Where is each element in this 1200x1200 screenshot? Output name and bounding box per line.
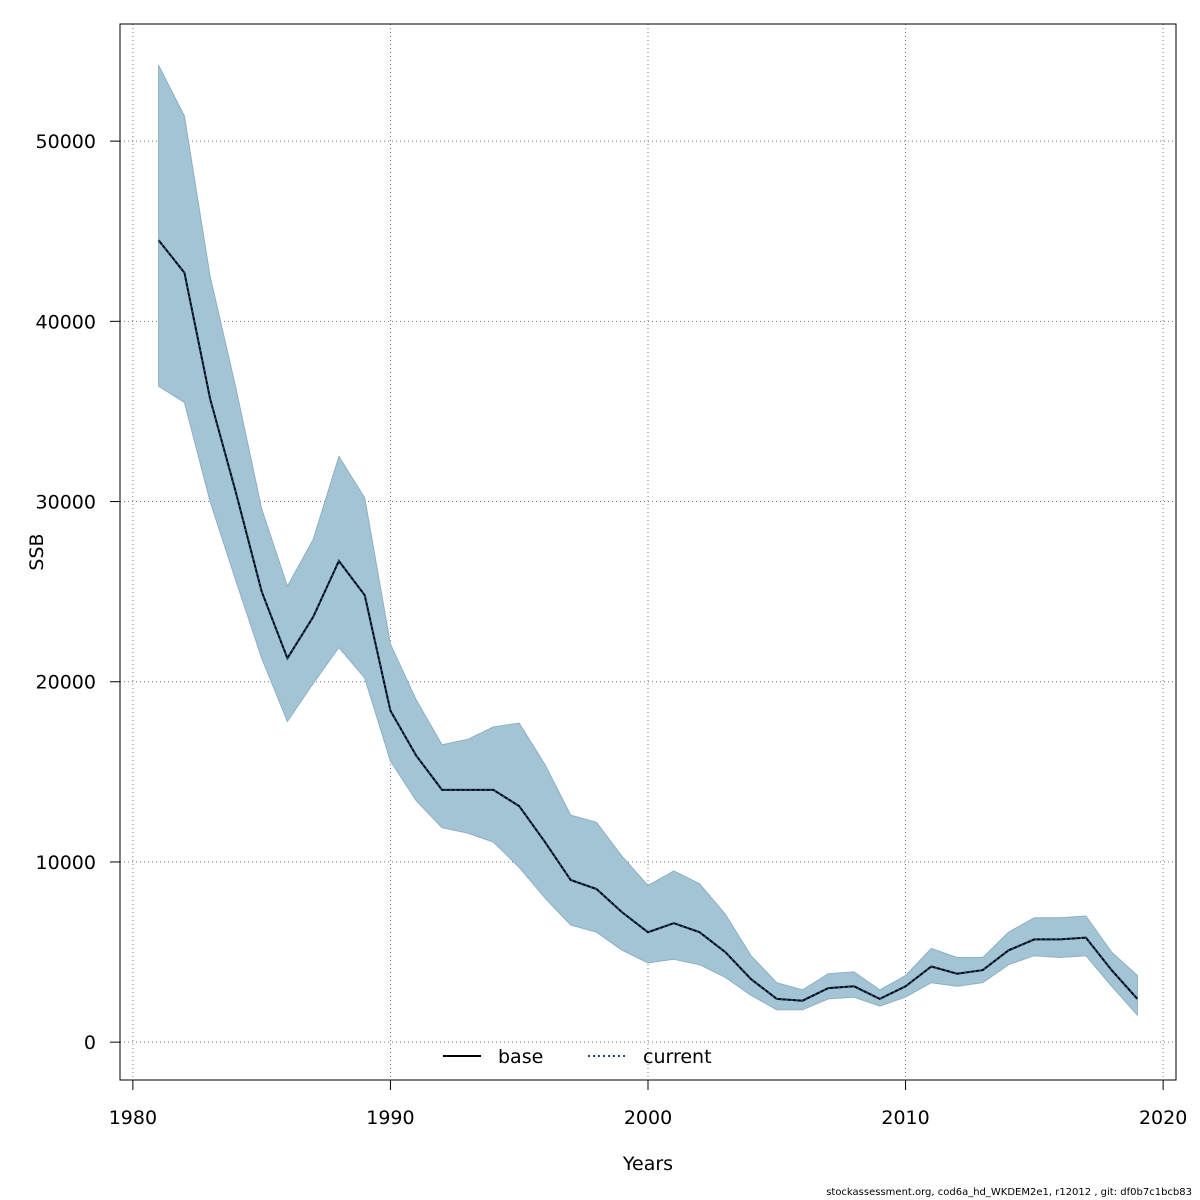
- axes: 1980 1990 2000 2010 2020 0 10000 20000 30000 4000…: [36, 131, 1188, 1129]
- legend-label-base: base: [498, 1046, 543, 1068]
- x-axis-title: Years: [622, 1153, 673, 1175]
- series-lines: [157, 239, 1139, 1002]
- series-line-current: [157, 239, 1139, 1002]
- y-tick-label-4: 40000: [36, 311, 96, 333]
- grid-lines: [120, 24, 1176, 1080]
- x-tick-label-0: 1980: [109, 1107, 157, 1129]
- legend-label-current: current: [643, 1046, 712, 1068]
- x-tick-label-4: 2020: [1139, 1107, 1187, 1129]
- y-tick-label-5: 50000: [36, 131, 96, 153]
- y-tick-label-1: 10000: [36, 852, 96, 874]
- y-tick-label-0: 0: [84, 1032, 96, 1054]
- x-tick-label-2: 2000: [624, 1107, 672, 1129]
- confidence-band: [158, 65, 1138, 1017]
- y-tick-label-3: 30000: [36, 492, 96, 514]
- x-tick-label-3: 2010: [881, 1107, 929, 1129]
- x-tick-label-1: 1990: [366, 1107, 414, 1129]
- footer-credit: stockassessment.org, cod6a_hd_WKDEM2e1, …: [826, 1187, 1192, 1198]
- y-tick-label-2: 20000: [36, 672, 96, 694]
- y-axis-title: SSB: [26, 533, 48, 570]
- legend: base current: [443, 1046, 712, 1068]
